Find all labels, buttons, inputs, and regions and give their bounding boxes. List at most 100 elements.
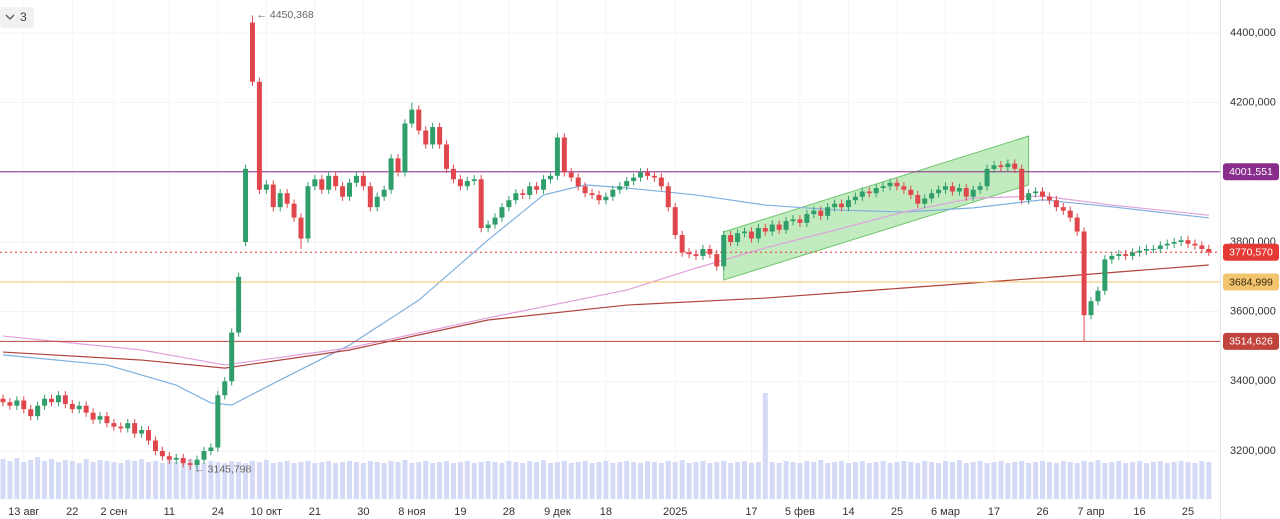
candle-body: [908, 189, 914, 195]
candle-body: [97, 416, 103, 420]
volume-bar: [1185, 462, 1191, 499]
candle-body: [111, 423, 117, 427]
volume-bar: [90, 462, 96, 499]
volume-bar: [284, 461, 290, 499]
volume-bar: [873, 462, 879, 499]
x-tick-label: 10 окт: [251, 506, 282, 518]
volume-bar: [62, 460, 68, 499]
volume-bar: [395, 462, 401, 499]
candle-body: [804, 214, 810, 223]
candle-body: [1199, 245, 1205, 249]
candle-body: [1074, 217, 1080, 232]
candle-body: [7, 402, 13, 406]
volume-bar: [839, 461, 845, 499]
candle-body: [35, 405, 41, 417]
indicator-toggle[interactable]: 3: [0, 7, 34, 28]
volume-bar: [492, 462, 498, 499]
candle-body: [977, 186, 983, 190]
candle-body: [492, 217, 498, 225]
volume-bar: [0, 459, 6, 499]
candle-body: [444, 144, 450, 169]
moving-average: [2, 184, 1209, 406]
candle-body: [450, 168, 456, 180]
candle-body: [769, 224, 775, 232]
volume-bar: [832, 462, 838, 499]
candle-body: [797, 219, 803, 223]
volume-bar: [686, 463, 692, 499]
candle-body: [506, 200, 512, 208]
volume-bar: [340, 462, 346, 499]
volume-bar: [319, 462, 325, 499]
volume-bar: [596, 462, 602, 499]
volume-bar: [825, 463, 831, 499]
volume-bar: [804, 461, 810, 499]
candle-body: [1143, 248, 1149, 251]
candle-body: [388, 158, 394, 190]
candle-body: [561, 137, 567, 173]
volume-bar: [1109, 462, 1115, 499]
volume-bar: [568, 463, 574, 499]
indicator-count: 3: [20, 10, 27, 24]
candle-body: [700, 248, 706, 256]
candle-body: [1171, 241, 1177, 244]
candle-body: [936, 189, 942, 194]
candle-body: [887, 182, 893, 187]
volume-bar: [984, 463, 990, 499]
volume-bar: [547, 463, 553, 499]
toggle-bg[interactable]: [0, 7, 34, 28]
candle-body: [291, 203, 297, 218]
candle-body: [825, 207, 831, 216]
volume-bar: [69, 461, 75, 499]
x-tick-label: 2025: [663, 506, 687, 518]
volume-bar: [1178, 461, 1184, 499]
volume-bar: [305, 461, 311, 499]
volume-bar: [49, 459, 55, 499]
candle-body: [464, 181, 470, 187]
volume-bar: [970, 462, 976, 499]
volume-bar: [132, 461, 138, 499]
volume-bar: [187, 459, 193, 499]
candle-body: [575, 177, 581, 187]
candle-body: [776, 224, 782, 230]
candle-body: [1102, 259, 1108, 291]
candle-body: [845, 200, 851, 208]
volume-bar: [922, 461, 928, 499]
candle-body: [929, 193, 935, 199]
candle-body: [333, 175, 339, 187]
moving-average: [2, 264, 1209, 369]
volume-bar: [554, 462, 560, 499]
candle-body: [42, 398, 48, 406]
price-badge-label: 4001,551: [1229, 166, 1273, 178]
axis-layer: 3200,0003400,0003600,0003800,0004000,000…: [8, 9, 1279, 518]
volume-bar: [28, 460, 34, 499]
extreme-label: ← 3145,798: [194, 464, 251, 476]
x-tick-label: 17: [745, 506, 757, 518]
candle-body: [693, 254, 699, 256]
volume-bar: [769, 462, 775, 499]
volume-bar: [1040, 461, 1045, 499]
candle-body: [1130, 252, 1136, 256]
volume-bar: [21, 462, 27, 499]
candle-body: [1123, 254, 1129, 256]
candle-body: [762, 228, 768, 232]
candle-body: [118, 426, 124, 429]
candle-body: [707, 248, 713, 255]
candle-body: [1067, 210, 1073, 218]
candle-body: [728, 235, 734, 242]
volume-bar: [755, 462, 761, 499]
volume-bar: [444, 461, 450, 499]
candle-body: [956, 187, 962, 192]
volume-bar: [527, 461, 533, 499]
volume-bar: [644, 461, 650, 499]
candle-body: [665, 186, 671, 208]
candle-body: [582, 186, 588, 194]
volume-bar: [416, 462, 422, 499]
volume-bar: [575, 462, 581, 499]
x-tick-label: 18: [600, 506, 612, 518]
volume-bar: [388, 461, 394, 499]
candle-body: [832, 203, 838, 208]
candle-body: [0, 398, 6, 403]
volume-bar: [1053, 463, 1059, 499]
volume-bar: [735, 462, 741, 499]
